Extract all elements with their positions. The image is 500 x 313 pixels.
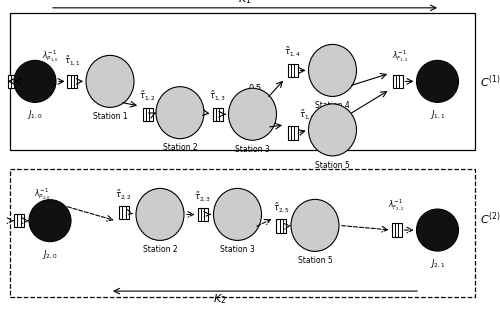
- Bar: [392, 75, 402, 88]
- Ellipse shape: [136, 188, 184, 240]
- Bar: [288, 126, 298, 140]
- Text: Station 2: Station 2: [162, 143, 198, 152]
- Bar: [392, 223, 402, 237]
- Ellipse shape: [308, 44, 356, 96]
- Text: $\tilde{\tau}_{2,5}$: $\tilde{\tau}_{2,5}$: [273, 201, 290, 214]
- Text: $J_{1,1}$: $J_{1,1}$: [430, 109, 446, 121]
- Bar: [142, 108, 152, 121]
- Text: $\lambda^{-1}_{F_{2,2}}$: $\lambda^{-1}_{F_{2,2}}$: [388, 198, 404, 213]
- Text: Station 5: Station 5: [298, 256, 332, 265]
- Text: $\tilde{\tau}_{1,2}$: $\tilde{\tau}_{1,2}$: [139, 89, 156, 102]
- Text: $C^{(1)}$: $C^{(1)}$: [480, 73, 500, 90]
- Text: $\tilde{\tau}_{2,3}$: $\tilde{\tau}_{2,3}$: [194, 190, 211, 203]
- Text: $J_{2,0}$: $J_{2,0}$: [42, 248, 58, 261]
- Ellipse shape: [308, 104, 356, 156]
- Text: $\tilde{\tau}_{1,3}$: $\tilde{\tau}_{1,3}$: [209, 89, 226, 102]
- Ellipse shape: [156, 87, 204, 139]
- Bar: [10, 169, 475, 297]
- Text: $K_1$: $K_1$: [238, 0, 252, 6]
- Text: $J_{2,1}$: $J_{2,1}$: [430, 257, 446, 270]
- Ellipse shape: [291, 199, 339, 251]
- Text: $C^{(2)}$: $C^{(2)}$: [480, 211, 500, 228]
- Text: $\tilde{\tau}_{1,1}$: $\tilde{\tau}_{1,1}$: [64, 54, 81, 67]
- Text: Station 4: Station 4: [315, 101, 350, 110]
- Text: $\lambda^{-1}_{P_{1,0}}$: $\lambda^{-1}_{P_{1,0}}$: [42, 49, 58, 64]
- Ellipse shape: [86, 55, 134, 107]
- Bar: [10, 13, 475, 150]
- Ellipse shape: [29, 200, 71, 242]
- Text: Station 3: Station 3: [235, 145, 270, 154]
- Ellipse shape: [228, 88, 276, 140]
- Bar: [276, 219, 286, 233]
- Text: $J_{1,0}$: $J_{1,0}$: [27, 109, 43, 121]
- Bar: [198, 208, 207, 221]
- Bar: [8, 75, 18, 88]
- Text: $\lambda^{-1}_{P_{2,0}}$: $\lambda^{-1}_{P_{2,0}}$: [34, 187, 50, 202]
- Text: Station 2: Station 2: [142, 245, 178, 254]
- Text: Station 5: Station 5: [315, 161, 350, 170]
- Text: $\lambda^{-1}_{F_{1,2}}$: $\lambda^{-1}_{F_{1,2}}$: [392, 49, 408, 64]
- Ellipse shape: [416, 60, 459, 102]
- Bar: [288, 64, 298, 77]
- Text: Station 1: Station 1: [92, 112, 128, 121]
- Bar: [14, 214, 24, 227]
- Bar: [68, 75, 78, 88]
- Text: $\tilde{\tau}_{2,2}$: $\tilde{\tau}_{2,2}$: [116, 188, 132, 201]
- Text: $\tilde{\tau}_{1,5}$: $\tilde{\tau}_{1,5}$: [299, 109, 316, 121]
- Text: Station 3: Station 3: [220, 245, 255, 254]
- Text: 0.5: 0.5: [249, 132, 262, 141]
- Bar: [119, 206, 129, 219]
- Text: 0.5: 0.5: [249, 85, 262, 94]
- Text: $\tilde{\tau}_{1,4}$: $\tilde{\tau}_{1,4}$: [284, 45, 301, 58]
- Ellipse shape: [416, 209, 459, 251]
- Bar: [212, 108, 222, 121]
- Ellipse shape: [214, 188, 262, 240]
- Text: $K_2$: $K_2$: [214, 293, 226, 306]
- Ellipse shape: [14, 60, 56, 102]
